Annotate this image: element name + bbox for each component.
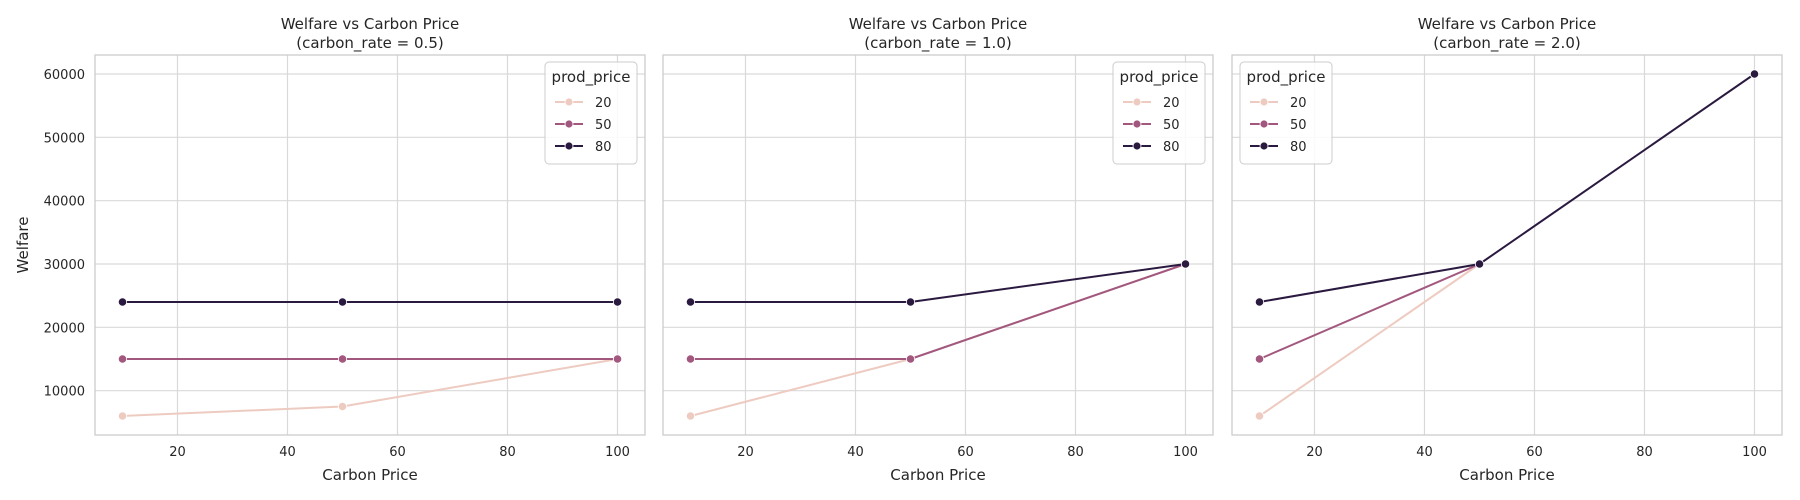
x-tick-label: 20 — [169, 445, 186, 460]
y-tick-label: 50000 — [44, 131, 85, 146]
chart-subtitle: (carbon_rate = 0.5) — [296, 34, 443, 53]
legend-swatch-marker — [1132, 97, 1142, 107]
legend-swatch-marker — [1132, 119, 1142, 129]
chart-title: Welfare vs Carbon Price — [281, 15, 460, 33]
legend: prod_price 20 50 80 — [1112, 61, 1206, 165]
x-tick-label: 100 — [605, 445, 630, 460]
legend-box — [1239, 61, 1333, 165]
x-tick-label: 20 — [737, 445, 754, 460]
data-point — [685, 411, 696, 421]
x-tick-label: 40 — [279, 445, 296, 460]
legend-swatch-marker — [1259, 119, 1269, 129]
plot-frame — [1231, 54, 1783, 436]
data-point — [612, 297, 623, 307]
x-axis-label: Carbon Price — [890, 466, 985, 484]
data-point — [1749, 69, 1760, 79]
data-point — [612, 354, 623, 364]
chart-title: Welfare vs Carbon Price — [849, 15, 1028, 33]
legend-box — [544, 61, 638, 165]
data-point — [337, 297, 348, 307]
legend-entry-label: 80 — [1290, 140, 1307, 155]
data-point — [905, 354, 916, 364]
x-tick-label: 40 — [1416, 445, 1433, 460]
legend-swatch-marker — [564, 141, 574, 151]
chart-panel-1: Welfare vs Carbon Price(carbon_rate = 0.… — [14, 15, 646, 484]
x-tick-label: 80 — [499, 445, 516, 460]
legend-entry-label: 80 — [1163, 140, 1180, 155]
data-point — [1254, 411, 1265, 421]
legend-swatch-marker — [564, 97, 574, 107]
data-point — [337, 401, 348, 412]
data-point — [337, 354, 348, 364]
y-tick-label: 30000 — [44, 258, 85, 273]
series-line-20 — [1258, 263, 1481, 417]
x-tick-label: 80 — [1067, 445, 1084, 460]
legend-entry-label: 50 — [1163, 118, 1180, 133]
data-point — [117, 354, 128, 364]
chart-title: Welfare vs Carbon Price — [1418, 15, 1597, 33]
legend-entry-label: 20 — [1163, 96, 1180, 111]
legend-title: prod_price — [1247, 68, 1326, 87]
legend-entry-label: 50 — [595, 118, 612, 133]
legend: prod_price 20 50 80 — [544, 61, 638, 165]
data-point — [685, 297, 696, 307]
chart-panel-3: Welfare vs Carbon Price(carbon_rate = 2.… — [1231, 15, 1783, 484]
x-tick-label: 60 — [957, 445, 974, 460]
data-point — [685, 354, 696, 364]
y-tick-label: 60000 — [44, 68, 85, 83]
data-point — [117, 411, 128, 421]
legend-title: prod_price — [552, 68, 631, 87]
chart-subtitle: (carbon_rate = 2.0) — [1433, 34, 1580, 53]
x-tick-label: 40 — [847, 445, 864, 460]
legend-box — [1112, 61, 1206, 165]
x-tick-label: 80 — [1636, 445, 1653, 460]
data-point — [117, 297, 128, 307]
x-tick-label: 100 — [1742, 445, 1767, 460]
legend-entry-label: 20 — [1290, 96, 1307, 111]
chart-panel-2: Welfare vs Carbon Price(carbon_rate = 1.… — [662, 15, 1214, 484]
y-tick-label: 40000 — [44, 195, 85, 210]
legend-entry-label: 20 — [595, 96, 612, 111]
data-point — [1474, 259, 1485, 269]
y-tick-label: 20000 — [44, 321, 85, 336]
chart-subtitle: (carbon_rate = 1.0) — [864, 34, 1011, 53]
legend-swatch-marker — [1132, 141, 1142, 151]
x-axis-label: Carbon Price — [1459, 466, 1554, 484]
series-line-50 — [1259, 263, 1480, 360]
legend-swatch-marker — [1259, 97, 1269, 107]
plot-frame — [94, 54, 646, 436]
legend-entry-label: 50 — [1290, 118, 1307, 133]
x-tick-label: 60 — [389, 445, 406, 460]
y-axis-label: Welfare — [14, 217, 32, 274]
y-tick-label: 10000 — [44, 385, 85, 400]
legend-swatch-marker — [564, 119, 574, 129]
data-point — [1254, 297, 1265, 307]
x-tick-label: 60 — [1526, 445, 1543, 460]
legend-swatch-marker — [1259, 141, 1269, 151]
data-point — [1180, 259, 1191, 269]
data-point — [905, 297, 916, 307]
legend: prod_price 20 50 80 — [1239, 61, 1333, 165]
x-tick-label: 20 — [1306, 445, 1323, 460]
x-tick-label: 100 — [1173, 445, 1198, 460]
x-axis-label: Carbon Price — [322, 466, 417, 484]
legend-title: prod_price — [1120, 68, 1199, 87]
data-point — [1254, 354, 1265, 364]
legend-entry-label: 80 — [595, 140, 612, 155]
plot-frame — [662, 54, 1214, 436]
